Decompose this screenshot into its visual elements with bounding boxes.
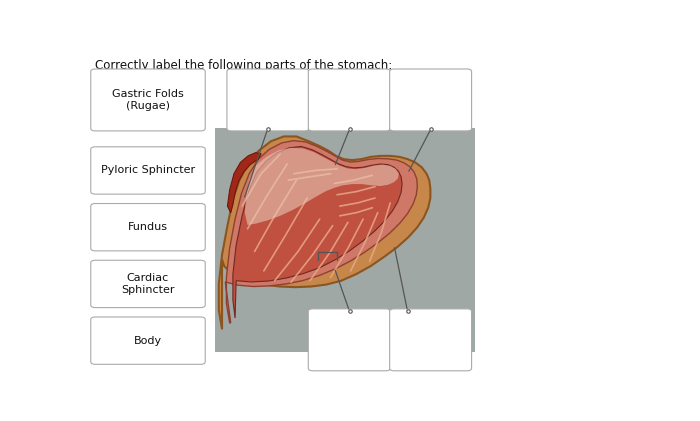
- Text: Body: Body: [134, 336, 162, 346]
- Text: Gastric Folds
(Rugae): Gastric Folds (Rugae): [112, 89, 184, 111]
- Text: Cardiac
Sphincter: Cardiac Sphincter: [121, 273, 175, 295]
- FancyBboxPatch shape: [308, 69, 390, 131]
- FancyBboxPatch shape: [227, 69, 309, 131]
- Polygon shape: [245, 148, 399, 225]
- Polygon shape: [228, 153, 261, 213]
- Bar: [215, 128, 475, 352]
- FancyBboxPatch shape: [91, 203, 205, 251]
- FancyBboxPatch shape: [390, 69, 472, 131]
- FancyBboxPatch shape: [91, 147, 205, 194]
- Polygon shape: [233, 147, 402, 318]
- Text: Pyloric Sphincter: Pyloric Sphincter: [101, 165, 195, 176]
- FancyBboxPatch shape: [91, 69, 205, 131]
- Text: Correctly label the following parts of the stomach:: Correctly label the following parts of t…: [95, 59, 392, 72]
- FancyBboxPatch shape: [390, 309, 472, 371]
- FancyBboxPatch shape: [308, 309, 390, 371]
- FancyBboxPatch shape: [91, 317, 205, 364]
- Polygon shape: [219, 136, 430, 329]
- FancyBboxPatch shape: [91, 260, 205, 308]
- Polygon shape: [225, 141, 417, 323]
- Text: Fundus: Fundus: [128, 222, 168, 232]
